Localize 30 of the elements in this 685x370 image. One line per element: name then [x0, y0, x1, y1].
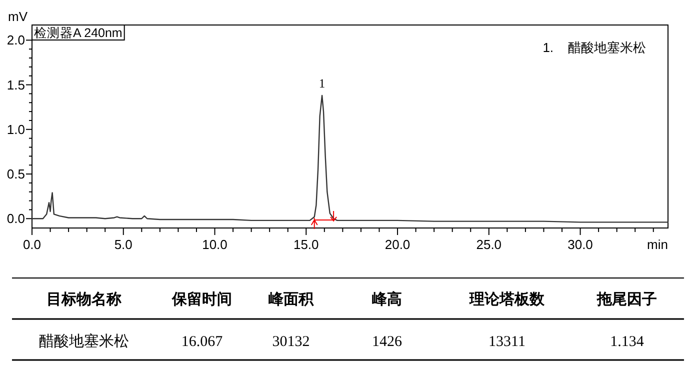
x-tick-label: 25.0 — [476, 237, 502, 252]
category-label: 保留时间 — [171, 290, 232, 308]
x-tick-label: 20.0 — [384, 237, 410, 252]
chart-subtitle: 检测器A 240nm — [34, 26, 122, 40]
text: 30132 — [272, 334, 310, 350]
y-tick-label: 0.0 — [6, 211, 25, 226]
x-tick-label: 5.0 — [114, 237, 132, 252]
y-tick-label: 1.0 — [6, 122, 25, 137]
x-tick-label: 30.0 — [568, 237, 593, 252]
y-tick-label: 1.5 — [6, 77, 25, 92]
category-label: 峰高 — [372, 290, 402, 308]
text: 1.134 — [610, 334, 644, 350]
category-label: 峰面积 — [268, 290, 314, 308]
annotation: 1 — [318, 76, 326, 90]
text: 16.067 — [181, 334, 223, 350]
category-label: 目标物名称 — [46, 290, 122, 308]
text: 13311 — [488, 334, 526, 350]
text: 1426 — [372, 334, 402, 350]
y-tick-label: 2.0 — [6, 32, 25, 48]
category-label: 拖尾因子 — [596, 290, 657, 308]
annotation: 1. 醋酸地塞米松 — [542, 40, 646, 55]
line-series — [31, 94, 669, 223]
y-axis-title: mV — [8, 9, 28, 24]
y-tick-label: 0.5 — [6, 166, 25, 182]
category-label: 理论塔板数 — [468, 290, 546, 308]
x-tick-label: 15.0 — [293, 237, 319, 252]
x-axis-title: min — [647, 237, 668, 252]
x-tick-label: 10.0 — [202, 237, 228, 252]
text: 醋酸地塞米松 — [39, 334, 129, 350]
x-tick-label: 0.0 — [22, 237, 42, 252]
